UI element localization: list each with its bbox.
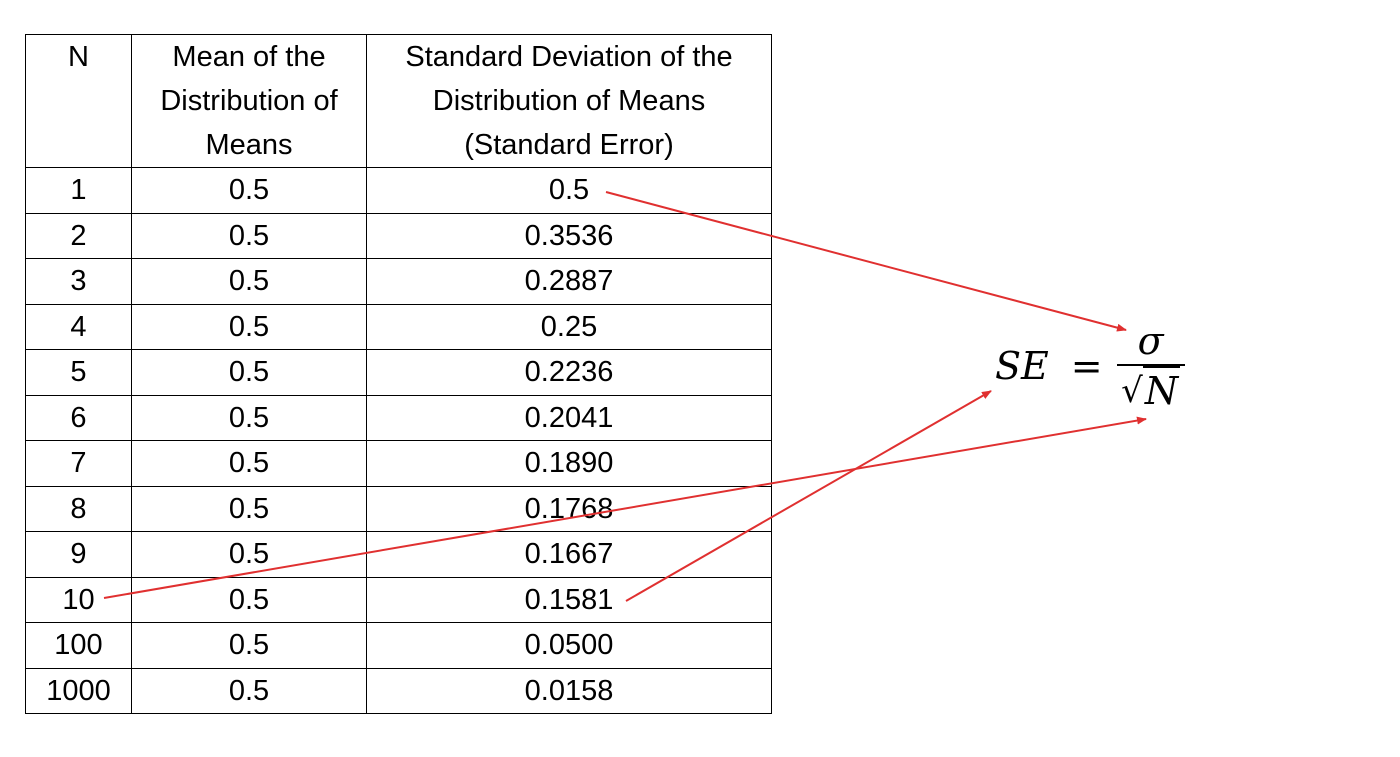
cell-standard-error: 0.1581 [366,576,772,623]
table-row: 9 0.5 0.1667 [25,531,772,578]
cell-mean: 0.5 [131,531,367,578]
table-row: 7 0.5 0.1890 [25,440,772,487]
formula-fraction: σ √ N [1116,318,1185,414]
table-body: 1 0.5 0.5 2 0.5 0.3536 3 0.5 0.2887 4 0.5 0.25 5 0.5 0… [25,167,772,714]
cell-mean: 0.5 [131,485,367,532]
cell-n: 1000 [25,667,132,714]
cell-mean: 0.5 [131,576,367,623]
cell-standard-error: 0.0500 [366,622,772,669]
cell-mean: 0.5 [131,212,367,259]
header-n: N [25,34,132,168]
header-standard-error: Standard Deviation of the Distribution o… [366,34,772,168]
table-row: 1 0.5 0.5 [25,167,772,214]
formula-equals: = [1070,344,1103,388]
table-row: 8 0.5 0.1768 [25,485,772,532]
cell-n: 2 [25,212,132,259]
cell-n: 8 [25,485,132,532]
table-row: 5 0.5 0.2236 [25,349,772,396]
cell-standard-error: 0.2041 [366,394,772,441]
cell-mean: 0.5 [131,440,367,487]
table-header-row: N Mean of the Distribution of Means Stan… [25,34,772,168]
fraction-bar [1116,364,1185,366]
table-row: 4 0.5 0.25 [25,303,772,350]
cell-standard-error: 0.0158 [366,667,772,714]
cell-n: 4 [25,303,132,350]
cell-n: 7 [25,440,132,487]
cell-mean: 0.5 [131,622,367,669]
cell-standard-error: 0.2887 [366,258,772,305]
formula-numerator-sigma: σ [1137,319,1164,363]
cell-mean: 0.5 [131,303,367,350]
formula-radicand-n: N [1142,366,1181,414]
formula-lhs: SE [995,344,1049,388]
cell-n: 1 [25,167,132,214]
cell-standard-error: 0.1768 [366,485,772,532]
cell-standard-error: 0.1890 [366,440,772,487]
table-row: 2 0.5 0.3536 [25,212,772,259]
square-root-symbol: √ [1121,371,1143,411]
cell-mean: 0.5 [131,394,367,441]
table-row: 10 0.5 0.1581 [25,576,772,623]
cell-n: 10 [25,576,132,623]
formula-denominator: √ N [1121,366,1181,414]
cell-standard-error: 0.1667 [366,531,772,578]
table-row: 1000 0.5 0.0158 [25,667,772,714]
header-mean: Mean of the Distribution of Means [131,34,367,168]
cell-mean: 0.5 [131,349,367,396]
table-row: 6 0.5 0.2041 [25,394,772,441]
cell-mean: 0.5 [131,667,367,714]
table-row: 3 0.5 0.2887 [25,258,772,305]
cell-n: 9 [25,531,132,578]
cell-standard-error: 0.2236 [366,349,772,396]
cell-n: 6 [25,394,132,441]
cell-n: 100 [25,622,132,669]
cell-n: 5 [25,349,132,396]
standard-error-formula: SE = σ √ N [995,318,1185,414]
cell-standard-error: 0.3536 [366,212,772,259]
table-row: 100 0.5 0.0500 [25,622,772,669]
cell-mean: 0.5 [131,167,367,214]
standard-error-table: N Mean of the Distribution of Means Stan… [25,34,772,714]
cell-standard-error: 0.25 [366,303,772,350]
cell-n: 3 [25,258,132,305]
cell-mean: 0.5 [131,258,367,305]
cell-standard-error: 0.5 [366,167,772,214]
